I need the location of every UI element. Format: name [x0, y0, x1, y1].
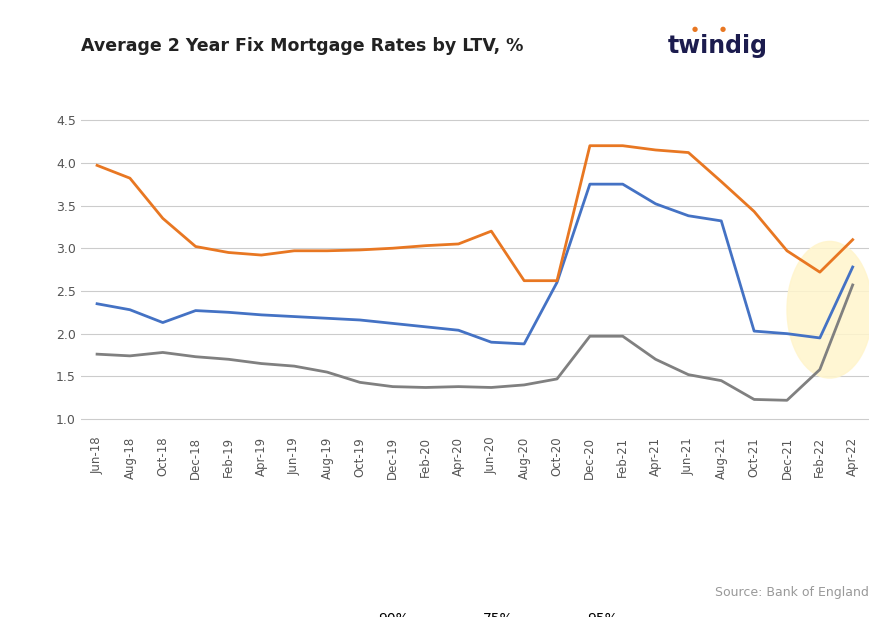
Legend: 90%, 75%, 95%: 90%, 75%, 95% [327, 607, 623, 617]
Text: Source: Bank of England: Source: Bank of England [715, 586, 869, 599]
Text: ●: ● [719, 26, 726, 32]
Ellipse shape [787, 241, 873, 378]
Text: ●: ● [692, 26, 698, 32]
Text: Average 2 Year Fix Mortgage Rates by LTV, %: Average 2 Year Fix Mortgage Rates by LTV… [81, 37, 523, 56]
Text: twindig: twindig [668, 35, 768, 58]
